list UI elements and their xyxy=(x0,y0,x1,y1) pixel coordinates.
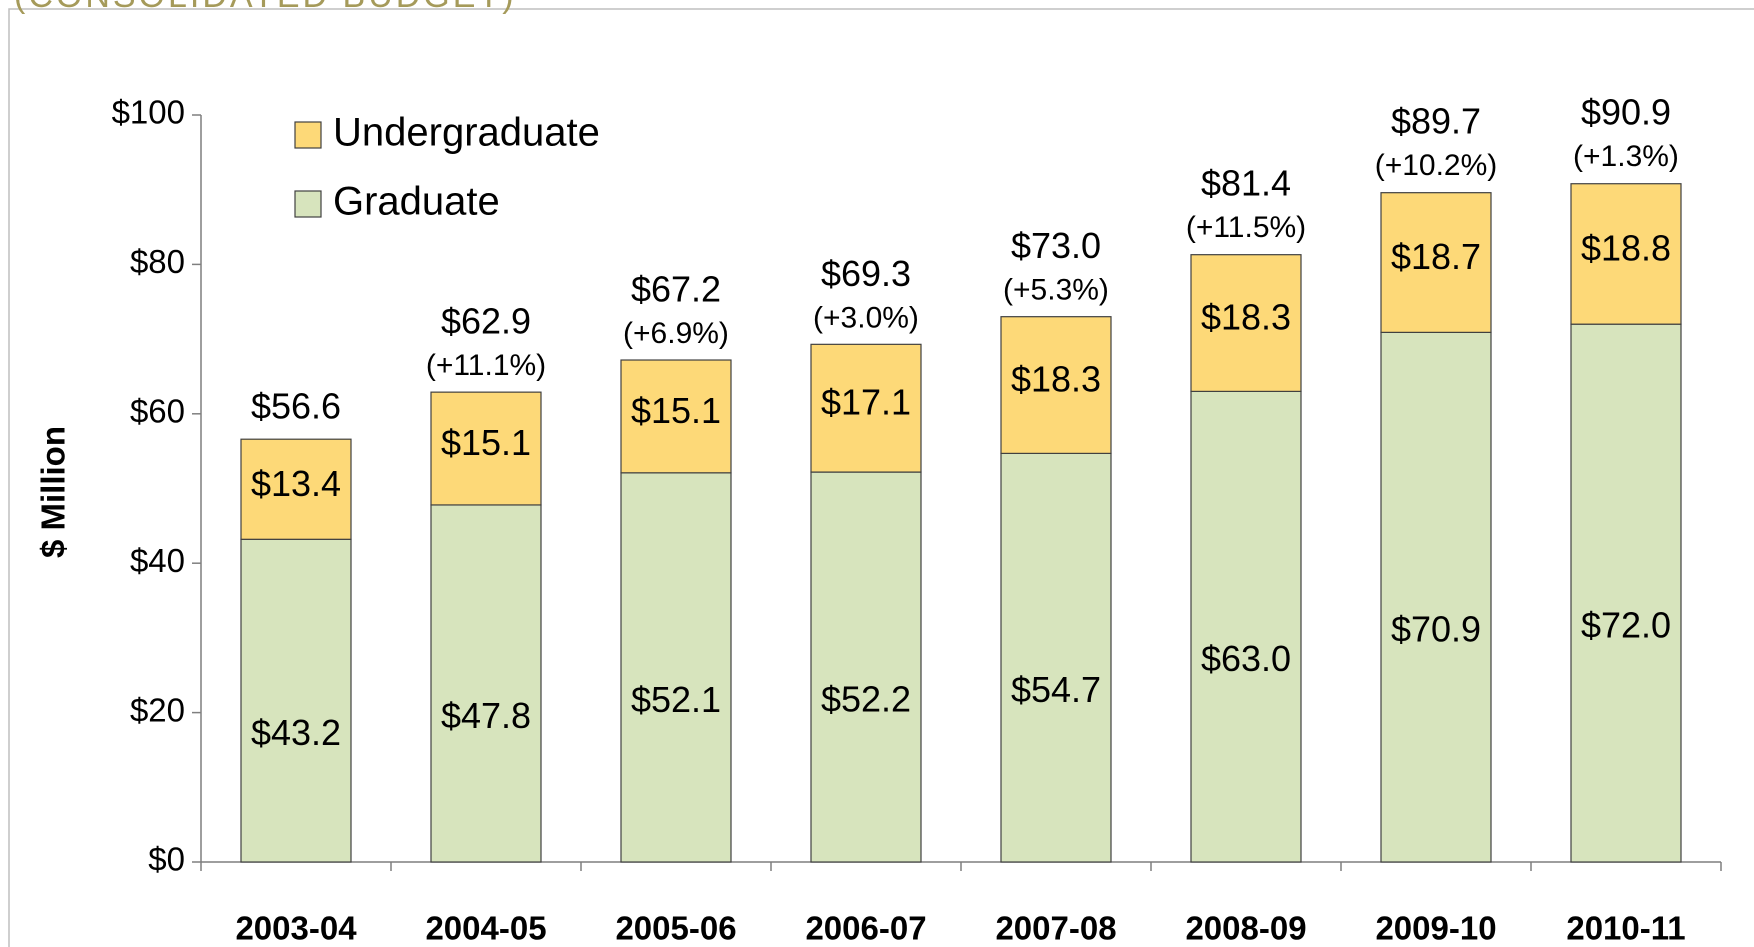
bar-value-label: $15.1 xyxy=(631,390,721,431)
chart-title: (CONSOLIDATED BUDGET) xyxy=(14,0,517,15)
total-label: $90.9 xyxy=(1581,91,1671,132)
bar-segment xyxy=(1000,316,1112,454)
bar-segment xyxy=(620,359,732,474)
total-label: $69.3 xyxy=(821,253,911,294)
bar-segment xyxy=(1570,183,1682,325)
x-tick-label: 2007-08 xyxy=(995,910,1116,947)
bar-value-label: $52.1 xyxy=(631,679,721,720)
bar-value-label: $70.9 xyxy=(1391,609,1481,650)
bar-segment xyxy=(430,391,542,506)
bar-value-label: $18.8 xyxy=(1581,227,1671,268)
bar-segment xyxy=(1000,452,1112,863)
growth-label: (+6.9%) xyxy=(623,317,729,350)
total-label: $62.9 xyxy=(441,301,531,342)
bar-segment xyxy=(240,538,352,863)
bar-segment xyxy=(240,438,352,540)
bar-value-label: $18.3 xyxy=(1011,359,1101,400)
y-tick-label: $0 xyxy=(148,841,185,878)
bar-segment xyxy=(1190,254,1302,392)
growth-label: (+1.3%) xyxy=(1573,140,1679,173)
x-tick-label: 2003-04 xyxy=(235,910,357,947)
total-label: $81.4 xyxy=(1201,162,1291,203)
bar-value-label: $63.0 xyxy=(1201,638,1291,679)
x-tick-label: 2010-11 xyxy=(1566,910,1685,947)
bar-value-label: $47.8 xyxy=(441,695,531,736)
y-tick-label: $80 xyxy=(130,243,185,280)
legend-swatch xyxy=(294,190,322,218)
bar-segment xyxy=(620,472,732,863)
bar-value-label: $43.2 xyxy=(251,712,341,753)
bar-value-label: $18.3 xyxy=(1201,297,1291,338)
bar-segment xyxy=(1570,323,1682,863)
x-tick-label: 2008-09 xyxy=(1185,910,1306,947)
total-label: $67.2 xyxy=(631,269,721,310)
growth-label: (+10.2%) xyxy=(1375,149,1498,182)
bar-segment xyxy=(810,471,922,863)
bar-segment xyxy=(1190,390,1302,863)
bar-value-label: $15.1 xyxy=(441,422,531,463)
bar-value-label: $13.4 xyxy=(251,463,341,504)
legend-swatch xyxy=(294,121,322,149)
bar-segment xyxy=(1380,331,1492,863)
x-tick-label: 2005-06 xyxy=(615,910,736,947)
growth-label: (+5.3%) xyxy=(1003,274,1109,307)
x-tick-label: 2009-10 xyxy=(1375,910,1496,947)
legend-label: Graduate xyxy=(333,180,500,224)
bar-segment xyxy=(430,504,542,863)
total-label: $56.6 xyxy=(251,386,341,427)
y-tick-label: $40 xyxy=(130,542,185,579)
x-tick-label: 2006-07 xyxy=(805,910,926,947)
x-tick-label: 2004-05 xyxy=(425,910,546,947)
y-tick-label: $60 xyxy=(130,393,185,430)
y-axis-label: $ Million xyxy=(35,426,72,558)
total-label: $73.0 xyxy=(1011,225,1101,266)
bar-segment xyxy=(1380,192,1492,333)
growth-label: (+11.5%) xyxy=(1186,211,1306,244)
bar-segment xyxy=(810,343,922,473)
y-tick-label: $100 xyxy=(112,94,185,131)
total-label: $89.7 xyxy=(1391,100,1481,141)
legend-label: Undergraduate xyxy=(333,111,600,155)
bar-value-label: $72.0 xyxy=(1581,605,1671,646)
frame xyxy=(8,8,1754,947)
y-tick-label: $20 xyxy=(130,691,185,728)
bar-value-label: $54.7 xyxy=(1011,669,1101,710)
growth-label: (+11.1%) xyxy=(426,349,546,382)
bar-value-label: $52.2 xyxy=(821,679,911,720)
growth-label: (+3.0%) xyxy=(813,301,919,334)
bar-value-label: $18.7 xyxy=(1391,236,1481,277)
bar-value-label: $17.1 xyxy=(821,382,911,423)
